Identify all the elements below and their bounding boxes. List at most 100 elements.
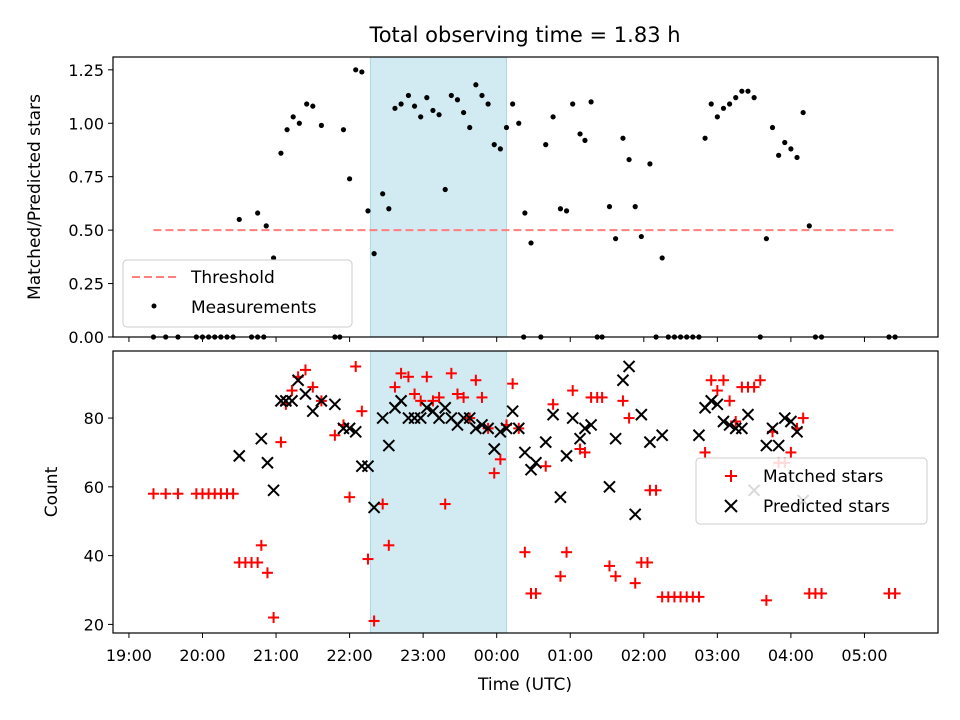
matched-star-point (623, 412, 635, 424)
measurement-point (708, 101, 714, 107)
x-tick-label: 02:00 (621, 646, 667, 665)
observing-window-shade (369, 56, 507, 338)
matched-legend-label: Matched stars (763, 467, 883, 487)
predicted-star-point (629, 508, 642, 521)
measurement-point (236, 216, 242, 223)
matched-star-point (458, 391, 470, 403)
predicted-star-point (546, 408, 560, 421)
measurement-point (751, 95, 757, 101)
predicted-legend-swatch (724, 499, 738, 513)
measurement-point (346, 176, 353, 182)
matched-star-point (711, 385, 723, 397)
matched-star-point (641, 557, 653, 568)
measurement-point (296, 120, 302, 126)
predicted-star-point (306, 404, 320, 418)
measurement-point (613, 236, 619, 242)
matched-star-point (286, 385, 298, 397)
predicted-star-point (609, 432, 622, 445)
observing-window-shade-top (369, 56, 507, 338)
measurement-point (626, 156, 632, 163)
matched-star-point (540, 460, 552, 472)
matched-star-point (603, 560, 615, 572)
measurement-point (563, 208, 570, 214)
matched-star-point (409, 388, 421, 400)
predicted-star-point (790, 425, 804, 439)
measurement-point (497, 146, 503, 152)
predicted-star-point (361, 460, 375, 473)
predicted-star-point (469, 422, 483, 435)
matched-star-point (717, 374, 729, 386)
matched-star-point (699, 446, 711, 458)
measurement-point (702, 135, 708, 141)
predicted-star-point (438, 401, 452, 414)
matched-star-point (227, 488, 239, 500)
predicted-star-point (524, 463, 538, 476)
x-tick-label: 00:00 (474, 646, 520, 665)
matched-star-point (368, 615, 380, 627)
bottom-legend: Matched stars Predicted stars (695, 457, 928, 525)
matched-star-point (797, 412, 809, 424)
predicted-star-point (554, 490, 567, 504)
measurement-point (588, 99, 594, 105)
predicted-star-point (475, 418, 489, 432)
predicted-star-point (376, 411, 389, 425)
x-tick-label: 21:00 (253, 646, 299, 665)
x-tick-label: 22:00 (327, 646, 373, 665)
x-tick-label: 23:00 (400, 646, 446, 665)
matched-star-point (268, 612, 280, 624)
predicted-star-point (692, 429, 706, 442)
measurement-point (510, 101, 516, 107)
predicted-star-point (603, 480, 616, 494)
predicted-star-point (705, 394, 718, 408)
predicted-star-point (432, 411, 446, 425)
measurement-point (353, 67, 359, 73)
y-tick-label: 0.25 (68, 275, 104, 294)
measurement-point (284, 127, 290, 133)
matched-star-point (816, 587, 828, 599)
measurement-point (720, 105, 727, 111)
threshold-legend-label: Threshold (190, 268, 275, 288)
predicted-star-point (529, 456, 543, 469)
measurement-point (263, 223, 269, 229)
matched-star-point (402, 371, 414, 383)
matched-star-point (889, 587, 901, 599)
predicted-star-point (233, 449, 246, 463)
top-y-axis: 0.00 0.25 0.50 0.75 1.00 1.25 (68, 61, 113, 347)
measurement-point (473, 82, 479, 88)
x-tick-label: 01:00 (547, 646, 593, 665)
matched-star-point (445, 367, 457, 379)
y-tick-label: 1.00 (68, 114, 104, 133)
top-plot-frame (112, 56, 939, 338)
matched-star-point (395, 367, 407, 379)
x-tick-label: 19:00 (106, 646, 152, 665)
measurement-point (278, 150, 284, 156)
measurement-point (270, 255, 277, 261)
measurement-point (543, 142, 549, 148)
measurement-point (647, 161, 653, 167)
matched-star-point (350, 360, 362, 372)
y-tick-label: 0.75 (68, 168, 104, 187)
matched-star-point (579, 446, 591, 458)
bottom-legend-box (695, 457, 928, 525)
matched-star-point (476, 391, 488, 403)
matched-star-point (344, 491, 356, 503)
y-tick-label: 1.25 (68, 61, 104, 80)
predicted-star-point (500, 422, 513, 435)
predicted-star-point (573, 432, 587, 445)
measurement-point (733, 95, 739, 101)
measurement-point (769, 124, 776, 131)
predicted-star-point (261, 456, 274, 469)
measurement-point (763, 236, 769, 242)
x-tick-label: 05:00 (841, 646, 887, 665)
matched-star-point (160, 488, 172, 500)
measurement-point (800, 109, 806, 116)
predicted-star-point (488, 442, 501, 456)
predicted-star-point (506, 404, 519, 418)
predicted-star-point (414, 411, 427, 425)
matched-star-point (519, 546, 531, 558)
predicted-star-point (315, 394, 328, 408)
measurement-point (467, 124, 473, 131)
predicted-star-point (349, 425, 362, 439)
predicted-star-point (643, 435, 657, 449)
matched-star-point (252, 557, 264, 568)
